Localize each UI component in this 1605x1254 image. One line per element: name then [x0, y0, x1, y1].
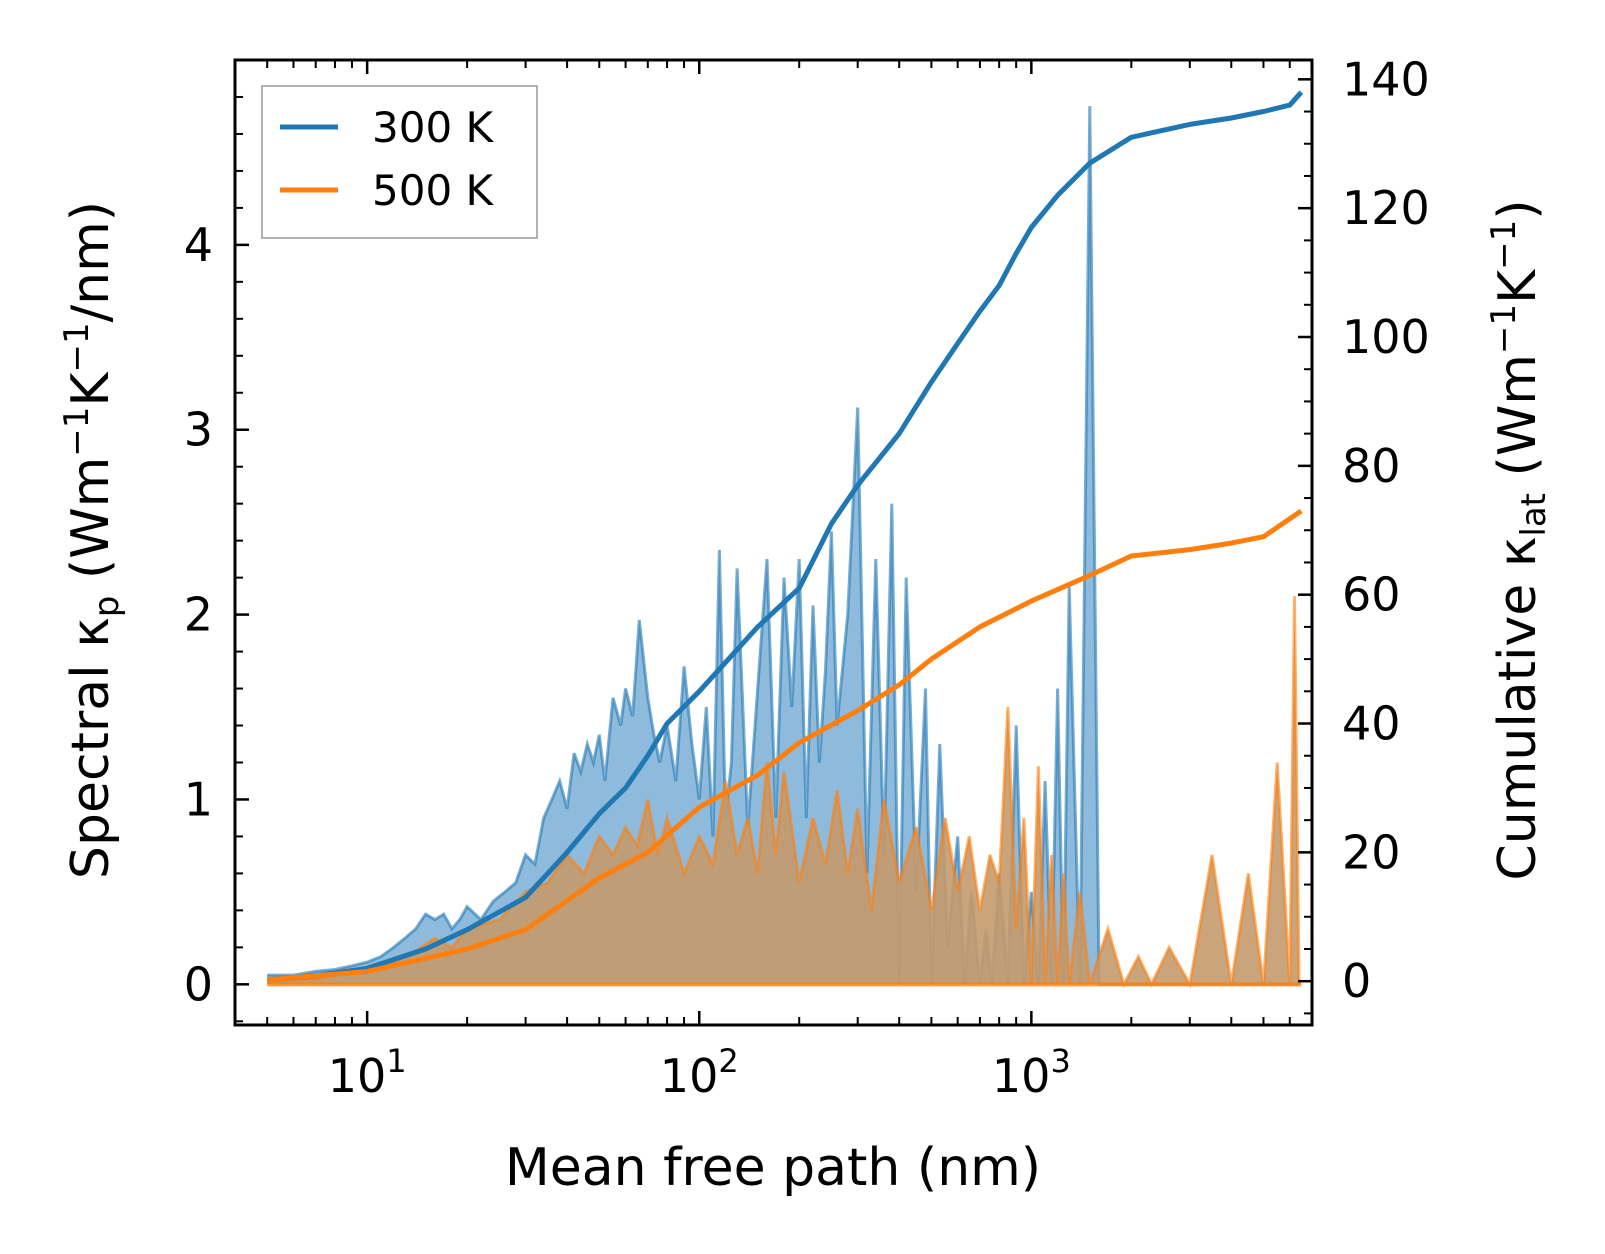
x-tick-label: 101 — [328, 1042, 407, 1103]
y-right-tick-label: 20 — [1342, 825, 1401, 879]
x-tick-label: 102 — [660, 1042, 739, 1103]
y-right-axis-title: Cumulative κlat (Wm−1K−1) — [1484, 199, 1554, 880]
y-right-tick-label: 40 — [1342, 697, 1401, 751]
y-right-tick-label: 60 — [1342, 568, 1401, 622]
legend-label-300k: 300 K — [372, 103, 495, 152]
legend-box — [261, 85, 538, 239]
x-axis-title: Mean free path (nm) — [505, 1138, 1041, 1198]
y-left-axis-title: Spectral κp (Wm−1K−1/nm) — [57, 201, 127, 879]
cumulative-line-300-k — [266, 90, 1304, 983]
plot-frame — [233, 58, 1314, 1027]
y-right-tick-label: 100 — [1342, 310, 1430, 364]
y-left-tick-label: 3 — [184, 403, 213, 457]
y-right-tick-label: 80 — [1342, 439, 1401, 493]
y-left-tick-label: 2 — [184, 588, 213, 642]
y-right-tick-label: 120 — [1342, 181, 1430, 235]
y-left-tick-label: 0 — [184, 957, 213, 1011]
legend-label-500k: 500 K — [372, 166, 495, 215]
y-left-tick-label: 1 — [184, 772, 213, 826]
legend: 300 K 500 K — [261, 85, 538, 239]
x-tick-label: 103 — [992, 1042, 1071, 1103]
series-lines — [266, 90, 1304, 987]
y-right-tick-label: 0 — [1342, 954, 1371, 1008]
axis-ticks — [234, 60, 1313, 1025]
y-left-tick-label: 4 — [184, 218, 213, 272]
cumulative-line-500-k — [266, 508, 1303, 983]
y-right-tick-label: 140 — [1342, 52, 1430, 106]
